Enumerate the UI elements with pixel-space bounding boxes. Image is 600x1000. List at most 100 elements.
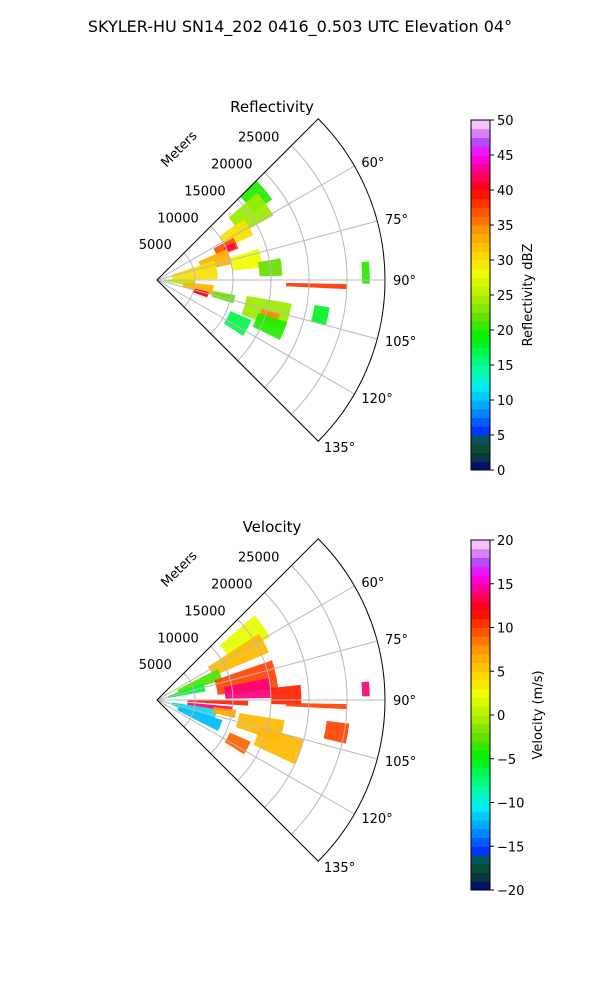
reflectivity-spoke (156, 279, 378, 340)
reflectivity-data-cell (252, 312, 288, 340)
velocity-colorbar-tick-label: 5 (497, 665, 505, 680)
reflectivity-colorbar-segment (471, 417, 490, 427)
velocity-colorbar-segment (471, 636, 490, 646)
velocity-colorbar-segment (471, 592, 490, 602)
reflectivity-angle-ticks: 60° 75° 90° 105° 120° 135° (324, 156, 416, 456)
reflectivity-colorbar-tick-label: 5 (497, 429, 505, 444)
velocity-data-cell (224, 732, 251, 755)
velocity-angle-tick-label: 75° (385, 633, 408, 648)
reflectivity-data-cell (219, 218, 254, 248)
reflectivity-colorbar-segment (471, 382, 490, 392)
velocity-range-tick-label: 5000 (139, 658, 172, 673)
velocity-range-label: Meters (159, 548, 201, 590)
velocity-colorbar-segment (471, 750, 490, 760)
velocity-spoke (156, 640, 378, 701)
velocity-cells (167, 615, 370, 765)
reflectivity-frame (156, 118, 386, 442)
reflectivity-data-cell (211, 290, 236, 304)
velocity-range-tick-label: 20000 (211, 578, 252, 593)
reflectivity-colorbar-segment (471, 163, 490, 173)
reflectivity-colorbar-segment (471, 330, 490, 340)
reflectivity-colorbar-tick-label: 30 (497, 254, 514, 269)
reflectivity-range-tick-label: 15000 (184, 184, 225, 199)
reflectivity-colorbar-segment (471, 338, 490, 348)
reflectivity-colorbar-segment (471, 461, 490, 471)
reflectivity-colorbar-segment (471, 216, 490, 226)
velocity-colorbar-segment (471, 767, 490, 777)
velocity-colorbar: −20 −15 −10 −5 0 5 10 15 20 Velocity (m/s) (470, 534, 546, 899)
velocity-colorbar-segment (471, 828, 490, 838)
velocity-colorbar-segment (471, 583, 490, 593)
velocity-angle-tick-label: 135° (324, 861, 355, 876)
reflectivity-colorbar-segment (471, 373, 490, 383)
velocity-colorbar-tick-label: 20 (497, 534, 514, 549)
reflectivity-colorbar-segment (471, 303, 490, 313)
velocity-colorbar-segment (471, 548, 490, 558)
velocity-colorbar-segment (471, 627, 490, 637)
velocity-data-cell (286, 702, 347, 710)
reflectivity-colorbar-segment (471, 321, 490, 331)
reflectivity-colorbar-segment (471, 391, 490, 401)
velocity-range-tick-label: 25000 (238, 551, 279, 566)
reflectivity-spoke (156, 220, 378, 281)
velocity-colorbar-segment (471, 566, 490, 576)
velocity-frame (156, 538, 386, 862)
velocity-angle-tick-label: 90° (393, 694, 416, 709)
reflectivity-colorbar-tick-label: 40 (497, 184, 514, 199)
reflectivity-colorbar-segment (471, 435, 490, 445)
velocity-colorbar-segment (471, 863, 490, 873)
velocity-range-tick-label: 10000 (157, 631, 198, 646)
reflectivity-colorbar-segment (471, 408, 490, 418)
velocity-panel: Velocity Meters 5000 10000 15000 20000 25000… (139, 518, 417, 876)
reflectivity-colorbar-segment (471, 181, 490, 191)
reflectivity-colorbar-segment (471, 155, 490, 165)
velocity-colorbar-segment (471, 872, 490, 882)
velocity-colorbar-segment (471, 575, 490, 585)
velocity-data-cell (177, 668, 223, 694)
reflectivity-colorbar-segment (471, 426, 490, 436)
velocity-colorbar-tick-label: −10 (497, 797, 524, 812)
reflectivity-colorbar-segment (471, 198, 490, 208)
velocity-colorbar-segment (471, 618, 490, 628)
reflectivity-colorbar-segment (471, 312, 490, 322)
velocity-colorbar-tick-label: −20 (497, 884, 524, 899)
velocity-colorbar-segment (471, 846, 490, 856)
velocity-colorbar-tick-label: 15 (497, 578, 514, 593)
velocity-range-tick-label: 15000 (184, 604, 225, 619)
velocity-data-cell (270, 684, 302, 706)
reflectivity-data-cell (311, 304, 330, 326)
velocity-colorbar-segment (471, 688, 490, 698)
reflectivity-colorbar-segment (471, 146, 490, 156)
velocity-angle-ticks: 60° 75° 90° 105° 120° 135° (324, 576, 416, 876)
velocity-data-cell (177, 706, 223, 732)
reflectivity-angle-tick-label: 90° (393, 274, 416, 289)
reflectivity-colorbar-segment (471, 452, 490, 462)
reflectivity-colorbar-segment (471, 207, 490, 217)
reflectivity-angle-tick-label: 120° (361, 392, 392, 407)
reflectivity-colorbar-tick-label: 25 (497, 289, 514, 304)
velocity-colorbar-segment (471, 837, 490, 847)
velocity-colorbar-segment (471, 723, 490, 733)
reflectivity-cells (164, 180, 370, 340)
velocity-colorbar-segment (471, 741, 490, 751)
velocity-angle-tick-label: 120° (361, 812, 392, 827)
reflectivity-colorbar-segment (471, 225, 490, 235)
reflectivity-data-cell (229, 248, 263, 271)
velocity-angle-tick-label: 60° (361, 576, 384, 591)
velocity-title: Velocity (243, 518, 302, 536)
velocity-data-cell (361, 681, 370, 697)
reflectivity-colorbar-segment (471, 443, 490, 453)
reflectivity-colorbar-segment (471, 268, 490, 278)
reflectivity-colorbar-segment (471, 400, 490, 410)
reflectivity-range-tick-label: 5000 (139, 238, 172, 253)
reflectivity-colorbar-tick-label: 45 (497, 149, 514, 164)
velocity-data-cell (253, 727, 304, 765)
reflectivity-spoke (156, 279, 355, 395)
velocity-colorbar-segment (471, 645, 490, 655)
reflectivity-colorbar-segment (471, 242, 490, 252)
reflectivity-colorbar-tick-label: 35 (497, 219, 514, 234)
reflectivity-colorbar-segment (471, 172, 490, 182)
velocity-colorbar-segment (471, 811, 490, 821)
reflectivity-colorbar-tick-label: 10 (497, 394, 514, 409)
